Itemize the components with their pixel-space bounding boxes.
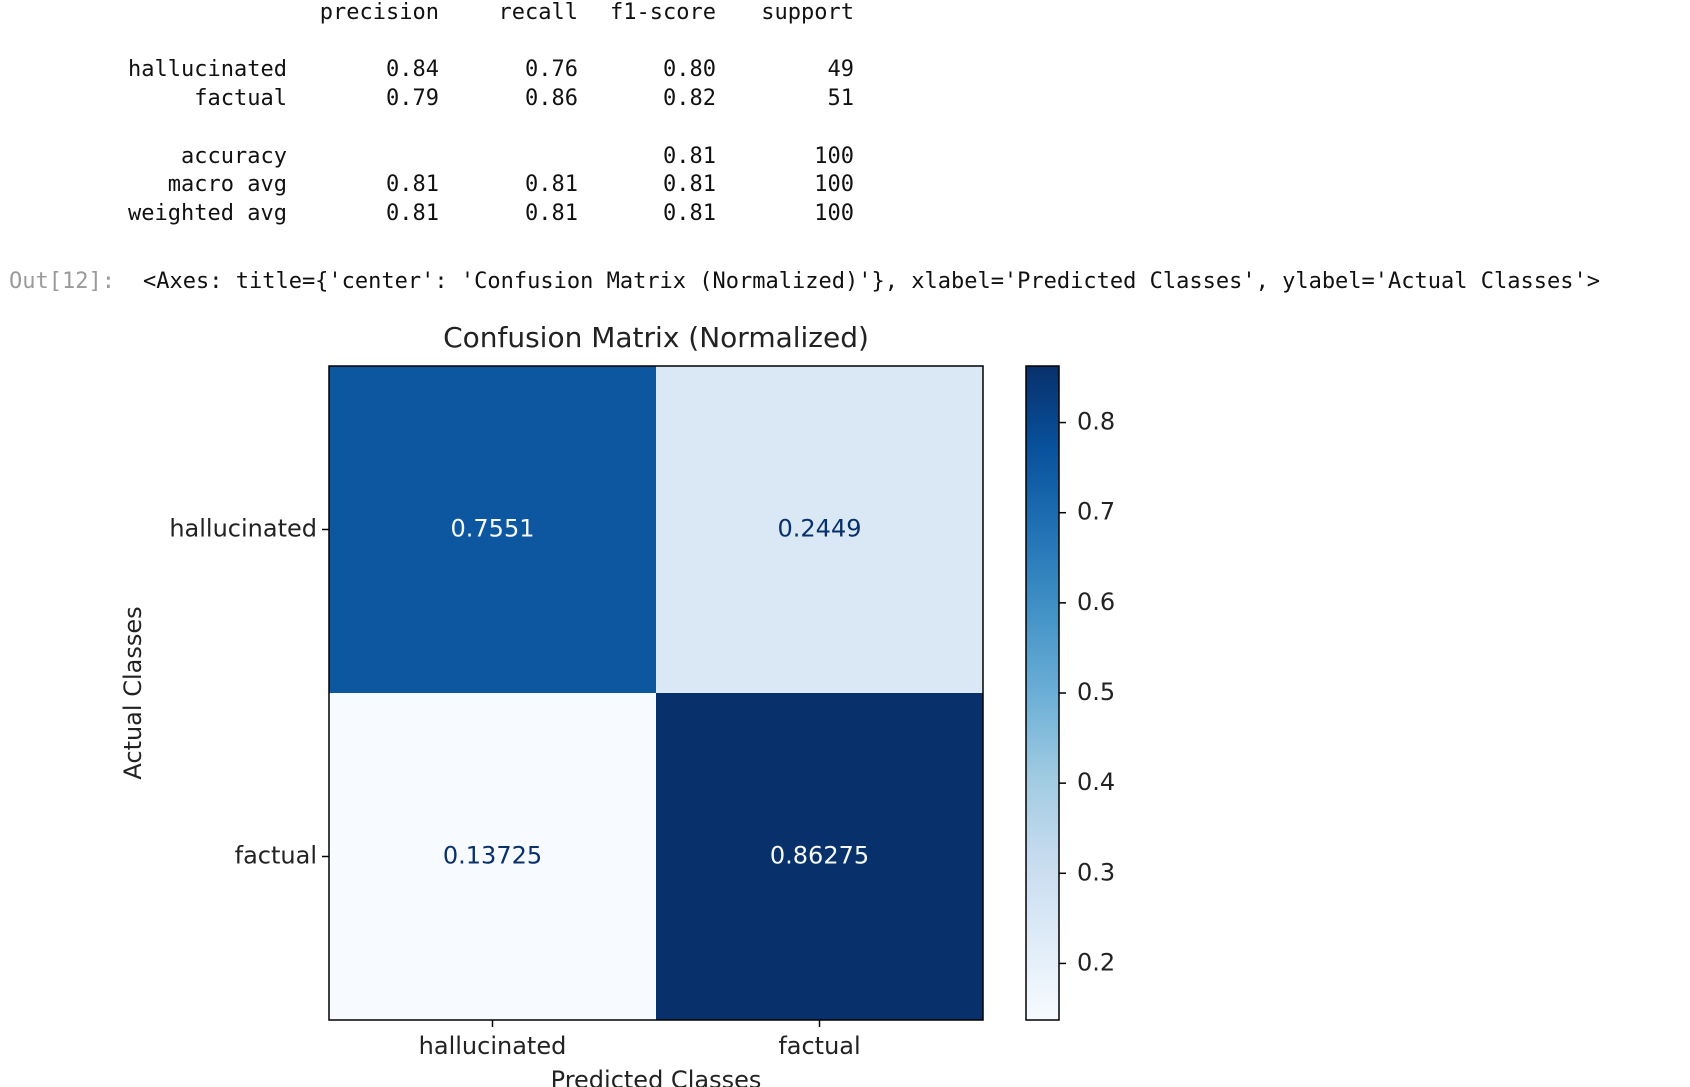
report-cell: 0.81 bbox=[663, 144, 716, 169]
report-row-label: hallucinated bbox=[128, 57, 287, 82]
report-header: recall bbox=[499, 0, 578, 25]
report-cell: 0.80 bbox=[663, 57, 716, 82]
report-cell: 100 bbox=[814, 144, 854, 169]
colorbar-tick-label: 0.3 bbox=[1077, 858, 1115, 886]
x-tick-label: factual bbox=[778, 1032, 860, 1060]
axes-frame bbox=[328, 365, 984, 1021]
report-cell: 0.76 bbox=[525, 57, 578, 82]
report-row-label: weighted avg bbox=[128, 201, 287, 226]
heatmap-cell bbox=[329, 366, 656, 693]
colorbar-tick-label: 0.5 bbox=[1077, 678, 1115, 706]
report-cell: 0.81 bbox=[386, 172, 439, 197]
x-axis-label: Predicted Classes bbox=[551, 1066, 762, 1087]
y-tick-label: hallucinated bbox=[169, 515, 317, 543]
cell-label: 0.13725 bbox=[443, 842, 542, 870]
report-cell: 100 bbox=[814, 201, 854, 226]
colorbar bbox=[1025, 365, 1060, 1021]
report-cell: 0.81 bbox=[663, 172, 716, 197]
output-prompt: Out[12]: bbox=[9, 269, 115, 294]
heatmap-cell bbox=[329, 693, 656, 1020]
colorbar-tick-label: 0.2 bbox=[1077, 948, 1115, 976]
report-row-label: accuracy bbox=[181, 144, 287, 169]
heatmap-cell bbox=[656, 693, 983, 1020]
report-header: support bbox=[761, 0, 854, 25]
report-row-label: macro avg bbox=[168, 172, 287, 197]
report-cell: 0.82 bbox=[663, 86, 716, 111]
heatmap-cell bbox=[656, 366, 983, 693]
report-cell: 0.81 bbox=[386, 201, 439, 226]
output-text: <Axes: title={'center': 'Confusion Matri… bbox=[143, 269, 1600, 294]
colorbar-tick-label: 0.7 bbox=[1077, 498, 1115, 526]
colorbar-tick-label: 0.6 bbox=[1077, 588, 1115, 616]
colorbar-tick-label: 0.8 bbox=[1077, 408, 1115, 436]
report-cell: 0.84 bbox=[386, 57, 439, 82]
cell-label: 0.2449 bbox=[778, 515, 862, 543]
report-cell: 100 bbox=[814, 172, 854, 197]
report-header: f1-score bbox=[610, 0, 716, 25]
colorbar-tick-label: 0.4 bbox=[1077, 768, 1115, 796]
report-cell: 0.86 bbox=[525, 86, 578, 111]
report-row-label: factual bbox=[194, 86, 287, 111]
y-axis-label: Actual Classes bbox=[119, 606, 147, 779]
x-tick-label: hallucinated bbox=[419, 1032, 567, 1060]
report-cell: 0.79 bbox=[386, 86, 439, 111]
cell-label: 0.86275 bbox=[770, 842, 869, 870]
report-cell: 51 bbox=[828, 86, 855, 111]
chart-title: Confusion Matrix (Normalized) bbox=[443, 321, 869, 354]
y-tick-label: factual bbox=[235, 842, 317, 870]
cell-label: 0.7551 bbox=[451, 515, 535, 543]
report-cell: 49 bbox=[828, 57, 855, 82]
report-header: precision bbox=[320, 0, 439, 25]
report-cell: 0.81 bbox=[663, 201, 716, 226]
report-cell: 0.81 bbox=[525, 201, 578, 226]
report-cell: 0.81 bbox=[525, 172, 578, 197]
